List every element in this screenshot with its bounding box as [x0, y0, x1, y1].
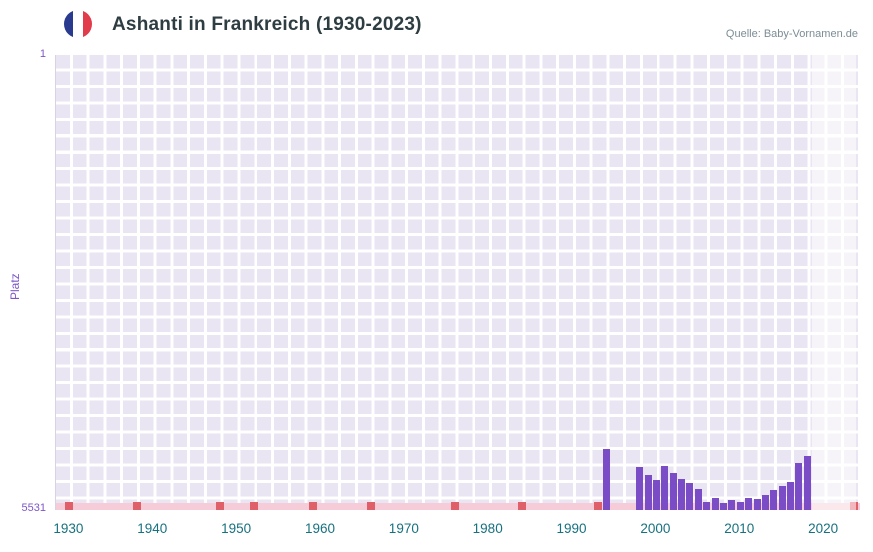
rank-bar-2012[interactable]: [753, 499, 761, 510]
rank-bar-2011[interactable]: [745, 497, 753, 510]
rank-bar-2006[interactable]: [703, 501, 711, 510]
chart-title: Ashanti in Frankreich (1930-2023): [112, 14, 422, 35]
rank-bar-2008[interactable]: [719, 503, 727, 510]
unranked-marker: [216, 502, 225, 510]
rank-bar-2017[interactable]: [795, 463, 803, 510]
x-tick-label: 1980: [472, 521, 503, 536]
rank-bar-2005[interactable]: [694, 488, 702, 510]
france-flag-icon: [64, 10, 92, 38]
source-credit: Quelle: Baby-Vornamen.de: [725, 28, 858, 40]
unranked-marker: [249, 502, 258, 510]
x-tick-label: 1950: [221, 521, 252, 536]
rank-bar-2014[interactable]: [770, 490, 778, 510]
unranked-marker: [308, 502, 317, 510]
x-tick-label: 1940: [137, 521, 168, 536]
rank-bar-2013[interactable]: [761, 495, 769, 510]
rank-bar-2016[interactable]: [787, 481, 795, 510]
x-tick-label: 1930: [53, 521, 84, 536]
x-tick-label: 1990: [556, 521, 587, 536]
flag-red-stripe: [82, 10, 92, 38]
flag-white-stripe: [73, 10, 83, 38]
flag-blue-stripe: [64, 10, 74, 38]
rank-bar-2000[interactable]: [652, 480, 660, 510]
unranked-marker: [593, 502, 602, 510]
rank-bar-2015[interactable]: [778, 486, 786, 510]
x-tick-label: 1970: [388, 521, 419, 536]
rank-bar-2018[interactable]: [803, 455, 811, 510]
unranked-marker: [65, 502, 74, 510]
highlight-band: [812, 55, 856, 510]
x-tick-label: 1960: [304, 521, 335, 536]
rank-bar-2002[interactable]: [669, 472, 677, 510]
rank-bar-1998[interactable]: [636, 467, 644, 510]
rank-bar-2009[interactable]: [728, 500, 736, 510]
unranked-marker: [451, 502, 460, 510]
rank-bar-2003[interactable]: [678, 478, 686, 510]
rank-bar-1994[interactable]: [602, 449, 610, 510]
rank-bar-2007[interactable]: [711, 498, 719, 510]
y-axis-max-label: 1: [39, 48, 46, 60]
rank-bar-2001[interactable]: [661, 466, 669, 510]
x-axis-tick-labels: 1930 1940 1950 1960 1970 1980 1990 2000 2010 2020: [53, 521, 860, 543]
x-tick-label: 2010: [724, 521, 755, 536]
y-axis-min-label: 5531: [21, 502, 46, 514]
rank-bar-2010[interactable]: [736, 501, 744, 510]
unranked-marker: [132, 502, 141, 510]
rank-bar-2004[interactable]: [686, 482, 694, 510]
plot-area[interactable]: [55, 55, 860, 510]
rank-bar-1999[interactable]: [644, 474, 652, 510]
y-axis-title: Platz: [8, 273, 22, 300]
x-tick-label: 2000: [640, 521, 671, 536]
unranked-marker: [367, 502, 376, 510]
unranked-marker: [518, 502, 527, 510]
x-tick-label: 2020: [808, 521, 839, 536]
